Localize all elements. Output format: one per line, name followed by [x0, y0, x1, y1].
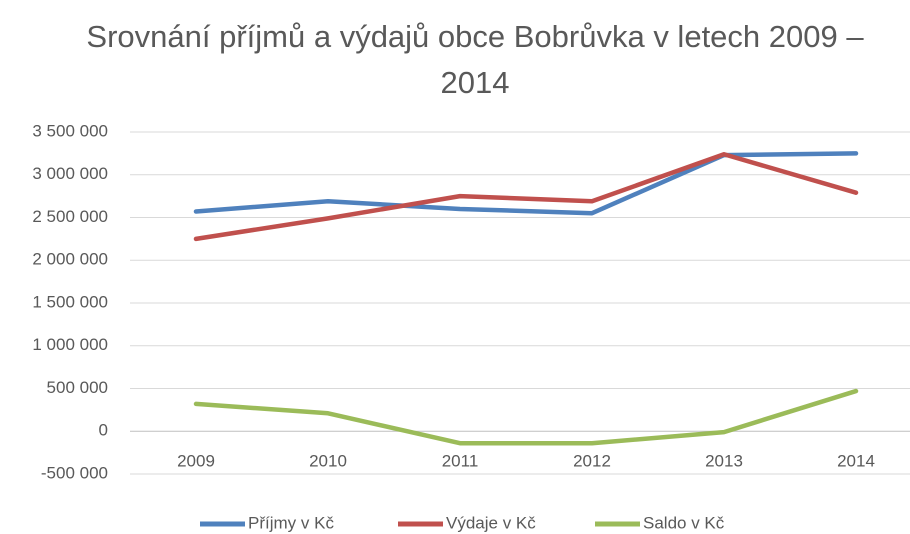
y-tick-label: 2 000 000: [32, 250, 108, 269]
chart-title: Srovnání příjmů a výdajů obce Bobrůvka v…: [86, 19, 864, 100]
x-tick-label: 2013: [705, 452, 743, 471]
y-tick-label: 0: [99, 421, 108, 440]
legend-label: Saldo v Kč: [643, 513, 725, 532]
x-tick-label: 2012: [573, 452, 611, 471]
x-tick-label: 2009: [177, 452, 215, 471]
y-tick-label: 500 000: [47, 378, 108, 397]
y-tick-label: 2 500 000: [32, 207, 108, 226]
legend-label: Výdaje v Kč: [446, 513, 536, 532]
y-tick-label: 3 000 000: [32, 164, 108, 183]
x-tick-label: 2014: [837, 452, 875, 471]
y-tick-label: 1 500 000: [32, 292, 108, 311]
series-line: [193, 151, 859, 242]
legend-label: Příjmy v Kč: [248, 513, 334, 532]
series-line: [193, 388, 859, 446]
x-tick-label: 2010: [309, 452, 347, 471]
x-tick-label: 2011: [442, 452, 479, 471]
y-tick-label: -500 000: [41, 463, 108, 482]
series-line: [193, 151, 859, 216]
y-tick-label: 1 000 000: [32, 335, 108, 354]
y-tick-label: 3 500 000: [32, 121, 108, 140]
